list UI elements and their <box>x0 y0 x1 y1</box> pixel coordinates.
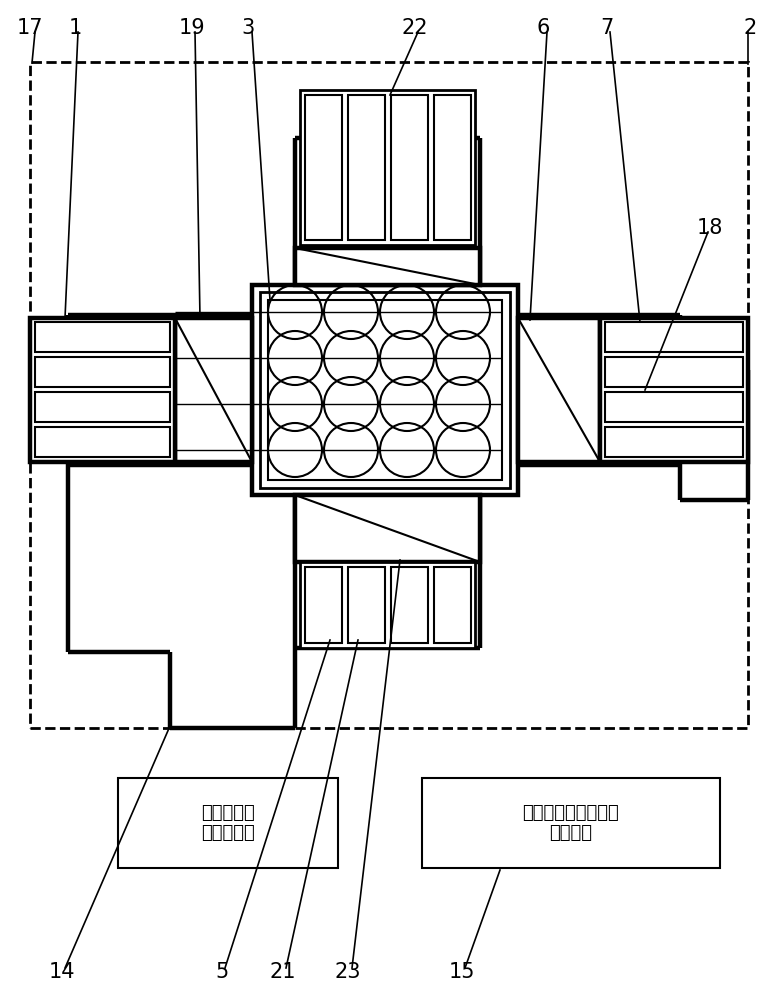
Text: 6: 6 <box>536 18 550 38</box>
Bar <box>30 62 748 728</box>
Bar <box>30 318 175 462</box>
Text: 15: 15 <box>449 962 475 982</box>
Bar <box>295 495 480 562</box>
Bar <box>35 427 170 457</box>
Bar <box>305 567 342 643</box>
Bar <box>35 357 170 387</box>
Bar <box>348 567 385 643</box>
Text: 1: 1 <box>68 18 82 38</box>
Bar <box>422 778 720 868</box>
Bar <box>391 95 428 240</box>
Bar <box>600 318 748 462</box>
Bar <box>348 95 385 240</box>
Bar <box>300 90 475 245</box>
Bar <box>175 318 252 462</box>
Text: 14: 14 <box>49 962 75 982</box>
Text: 21: 21 <box>270 962 296 982</box>
Bar <box>118 778 338 868</box>
Text: 17: 17 <box>17 18 44 38</box>
Bar <box>434 567 471 643</box>
Bar <box>252 285 518 495</box>
Text: 智能调制矩
阵功率光源: 智能调制矩 阵功率光源 <box>202 804 255 842</box>
Text: 18: 18 <box>697 218 724 238</box>
Bar <box>518 318 600 462</box>
Bar <box>605 392 743 422</box>
Text: 5: 5 <box>216 962 229 982</box>
Text: 7: 7 <box>601 18 614 38</box>
Bar <box>260 292 510 488</box>
Bar <box>434 95 471 240</box>
Text: 22: 22 <box>401 18 428 38</box>
Bar <box>35 322 170 352</box>
Bar <box>605 322 743 352</box>
Text: 19: 19 <box>179 18 205 38</box>
Bar <box>391 567 428 643</box>
Bar <box>605 427 743 457</box>
Bar <box>605 357 743 387</box>
Text: 三维电磁场光学信息
处理单元: 三维电磁场光学信息 处理单元 <box>523 804 619 842</box>
Text: 23: 23 <box>335 962 361 982</box>
Bar <box>295 248 480 285</box>
Bar <box>305 95 342 240</box>
Bar <box>300 562 475 648</box>
Text: 2: 2 <box>743 18 757 38</box>
Bar <box>268 300 502 480</box>
Text: 3: 3 <box>241 18 254 38</box>
Bar <box>35 392 170 422</box>
